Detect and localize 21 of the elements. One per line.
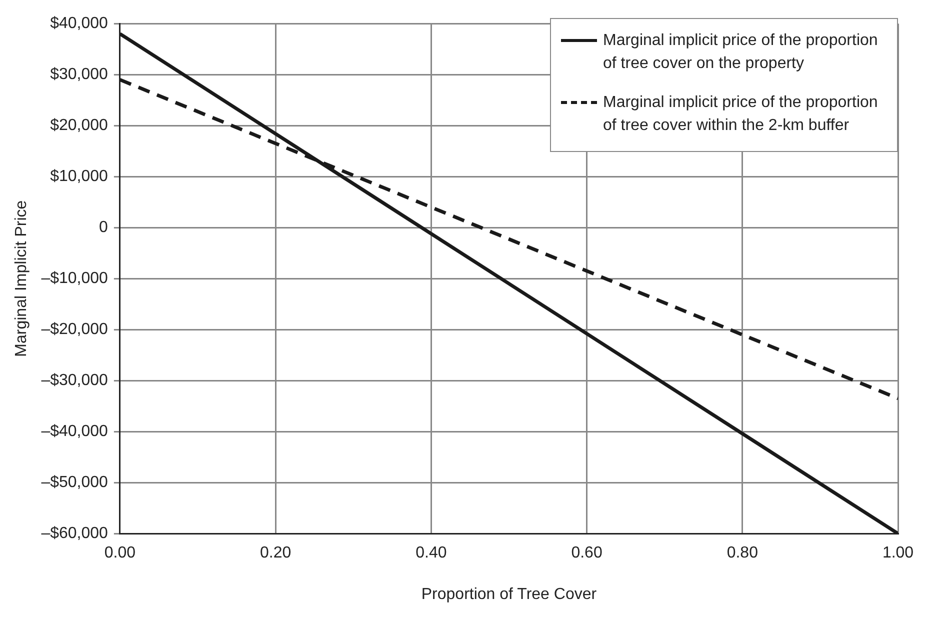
y-tick-label: $40,000 (50, 15, 108, 32)
y-tick-label: –$50,000 (41, 474, 108, 492)
y-axis-title: Marginal Implicit Price (13, 200, 30, 357)
y-tick-label: $30,000 (50, 66, 108, 84)
legend-label: Marginal implicit price of the proportion of tree cover on the property (603, 31, 879, 74)
y-tick-label: $10,000 (50, 168, 108, 186)
y-tick-label: –$20,000 (41, 321, 108, 338)
y-tick-label: –$60,000 (41, 525, 108, 542)
x-tick-label: 0.00 (104, 544, 136, 562)
x-tick-label: 0.60 (571, 544, 602, 562)
x-tick-label: 1.00 (882, 544, 914, 562)
x-axis-title: Proportion of Tree Cover (421, 586, 598, 603)
x-tick-label: 0.40 (416, 544, 447, 562)
legend-label: Marginal implicit price of the proportion of tree cover within the 2-km buffer (603, 93, 879, 136)
x-tick-label: 0.20 (260, 544, 292, 562)
y-tick-label: $20,000 (50, 117, 108, 134)
y-tick-label: –$40,000 (41, 423, 108, 440)
y-tick-label: –$30,000 (41, 372, 108, 390)
y-tick-label: –$10,000 (41, 270, 108, 288)
x-tick-label: 0.80 (726, 544, 758, 562)
y-tick-label: 0 (99, 219, 108, 236)
